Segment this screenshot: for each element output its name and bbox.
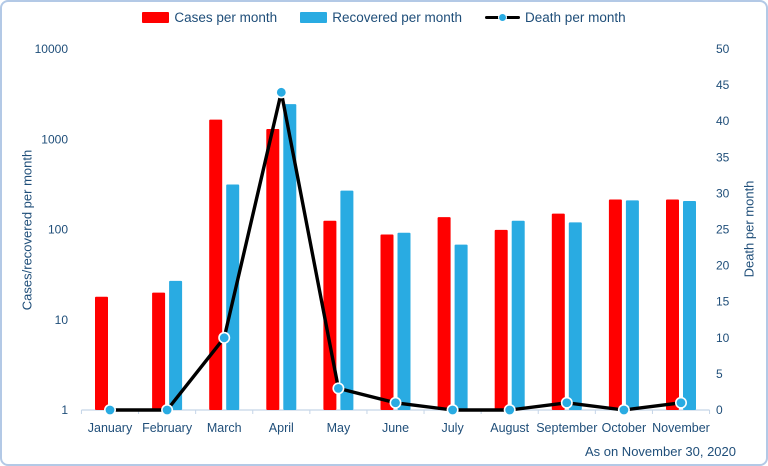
cases-bar [266,128,280,410]
month-label: April [269,421,294,435]
month-label: March [207,421,242,435]
cases-bar [551,213,565,410]
left-axis-tick-label: 1 [61,403,68,417]
recovered-bar [625,200,639,410]
month-label: July [441,421,464,435]
recovered-bar [568,222,582,410]
legend-label-cases: Cases per month [174,10,278,25]
legend-label-death: Death per month [525,10,626,25]
cases-bar [437,217,451,410]
recovered-bar [169,280,183,410]
cases-bar [152,292,166,410]
legend-item-recovered: Recovered per month [300,10,462,25]
recovered-bar [511,220,525,410]
left-axis-tick-label: 1000 [41,132,68,146]
death-line [108,90,683,412]
left-axis-title: Cases/recovered per month [19,149,35,311]
cases-bar [95,296,108,410]
month-label: August [490,421,529,435]
death-marker [104,403,117,416]
left-axis-tick-label: 100 [48,223,68,237]
right-axis-title: Death per month [741,180,757,278]
month-label: November [652,421,710,435]
death-line-marker-icon [485,12,521,23]
legend: Cases per month Recovered per month Deat… [2,10,766,25]
month-label: May [327,421,351,435]
legend-item-death: Death per month [485,10,626,25]
right-axis-tick-label: 30 [716,186,730,200]
cases-bar [666,199,679,410]
right-axis-tick-label: 15 [716,295,730,309]
cases-swatch-icon [142,12,170,23]
right-axis-tick-label: 35 [716,150,730,164]
death-marker [218,331,231,344]
recovered-bar [340,190,354,410]
death-marker [617,403,630,416]
death-marker [446,403,459,416]
legend-item-cases: Cases per month [142,10,277,25]
right-axis-tick-label: 20 [716,259,730,273]
right-axis-tick-label: 50 [716,42,730,56]
recovered-bar [397,232,411,410]
cases-bar [209,119,223,410]
death-marker [275,86,288,99]
left-axis-tick-label: 10000 [35,42,69,56]
death-marker [332,382,345,395]
right-axis-tick-label: 25 [716,223,730,237]
recovered-bar [283,104,297,411]
cases-bar [380,234,394,410]
month-label: June [382,421,409,435]
right-axis-tick-label: 45 [716,78,730,92]
death-marker [161,403,174,416]
death-marker [389,396,402,409]
death-marker [503,403,516,416]
death-marker [560,396,573,409]
recovered-swatch-icon [300,12,328,23]
right-axis-tick-label: 0 [716,403,723,417]
recovered-bar [454,244,468,410]
death-marker [674,396,687,409]
recovered-bar [683,200,696,410]
cases-bar [608,199,622,410]
right-axis-tick-label: 10 [716,331,730,345]
right-axis-tick-label: 5 [716,367,723,381]
month-label: January [88,421,133,435]
cases-bar [494,229,508,410]
month-label: September [536,421,597,435]
as-of-date-note: As on November 30, 2020 [584,444,736,459]
right-axis-tick-label: 40 [716,114,730,128]
legend-label-recovered: Recovered per month [332,10,463,25]
left-axis-tick-label: 10 [55,313,69,327]
month-label: October [602,421,646,435]
month-label: February [142,421,193,435]
